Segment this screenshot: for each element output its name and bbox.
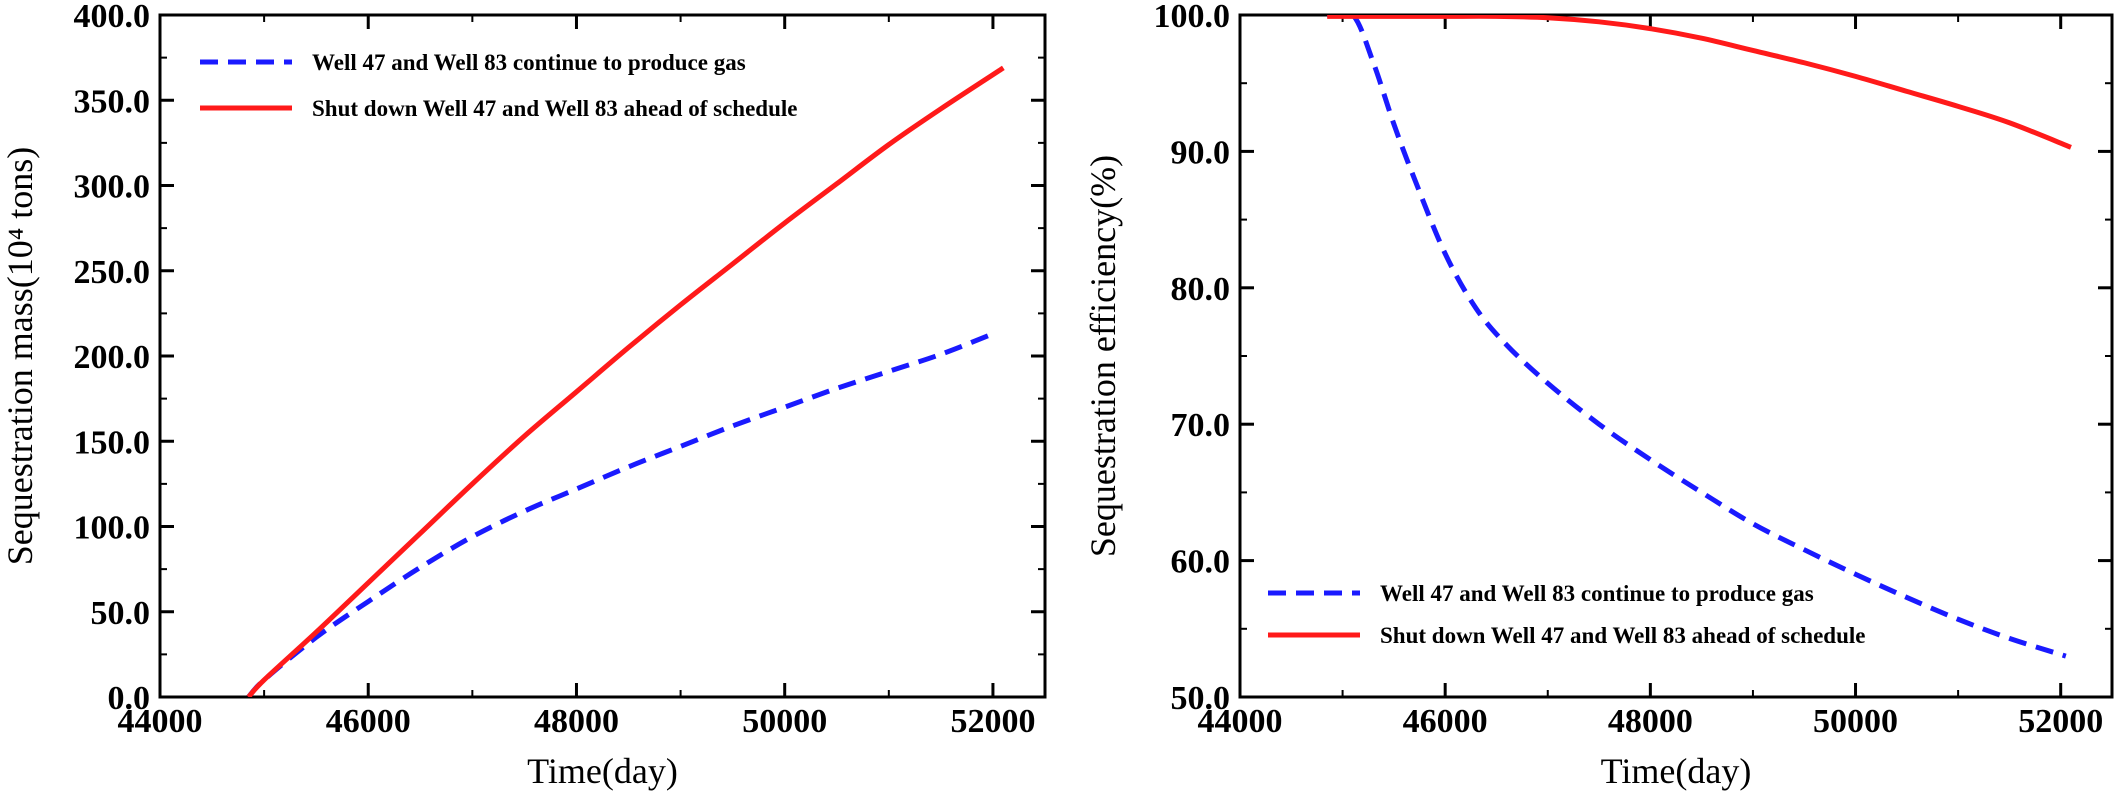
legend-label-2: Shut down Well 47 and Well 83 ahead of s… bbox=[312, 96, 797, 121]
x-tick-label: 44000 bbox=[118, 703, 203, 740]
y-tick-label: 80.0 bbox=[1171, 271, 1231, 308]
y-tick-label: 50.0 bbox=[1171, 680, 1231, 717]
y-tick-label: 250.0 bbox=[74, 254, 151, 291]
x-tick-label: 46000 bbox=[326, 703, 411, 740]
legend-label-1: Well 47 and Well 83 continue to produce … bbox=[1380, 581, 1814, 606]
legend-label-1: Well 47 and Well 83 continue to produce … bbox=[312, 50, 746, 75]
x-tick-label: 44000 bbox=[1198, 703, 1283, 740]
x-tick-label: 48000 bbox=[534, 703, 619, 740]
series-line-1 bbox=[1327, 15, 2067, 659]
series-line-2 bbox=[246, 65, 1005, 697]
chart-1: 44000 46000 48000 50000 52000 0.0 50.0 100.0 150… bbox=[0, 0, 1047, 791]
x-tick-label: 46000 bbox=[1403, 703, 1488, 740]
y-tick-label: 100.0 bbox=[74, 510, 151, 547]
y-tick-label: 0.0 bbox=[108, 680, 151, 717]
x-axis-title: Time(day) bbox=[527, 751, 678, 791]
y-tick-label: 200.0 bbox=[74, 339, 151, 376]
chart-2: 44000 46000 48000 50000 52000 50.0 60.0 70.0 80.… bbox=[1083, 0, 2114, 791]
x-tick-label: 50000 bbox=[1813, 703, 1898, 740]
series-line-1 bbox=[246, 331, 994, 697]
y-tick-label: 300.0 bbox=[74, 169, 151, 206]
y-tick-label: 100.0 bbox=[1154, 0, 1231, 35]
series-line-2 bbox=[1327, 15, 2072, 150]
y-tick-label: 50.0 bbox=[91, 595, 151, 632]
y-axis-title: Sequestration efficiency(%) bbox=[1083, 155, 1123, 557]
x-tick-label: 48000 bbox=[1608, 703, 1693, 740]
y-tick-label: 150.0 bbox=[74, 424, 151, 461]
y-tick-label: 400.0 bbox=[74, 0, 151, 35]
y-tick-label: 90.0 bbox=[1171, 134, 1231, 171]
x-tick-label: 52000 bbox=[950, 703, 1035, 740]
y-tick-label: 60.0 bbox=[1171, 544, 1231, 581]
y-axis-title: Sequestration mass(10⁴ tons) bbox=[0, 147, 40, 566]
y-tick-label: 350.0 bbox=[74, 83, 151, 120]
legend-label-2: Shut down Well 47 and Well 83 ahead of s… bbox=[1380, 623, 1865, 648]
x-tick-label: 52000 bbox=[2018, 703, 2103, 740]
x-axis-title: Time(day) bbox=[1601, 751, 1752, 791]
x-tick-label: 50000 bbox=[742, 703, 827, 740]
y-tick-label: 70.0 bbox=[1171, 407, 1231, 444]
